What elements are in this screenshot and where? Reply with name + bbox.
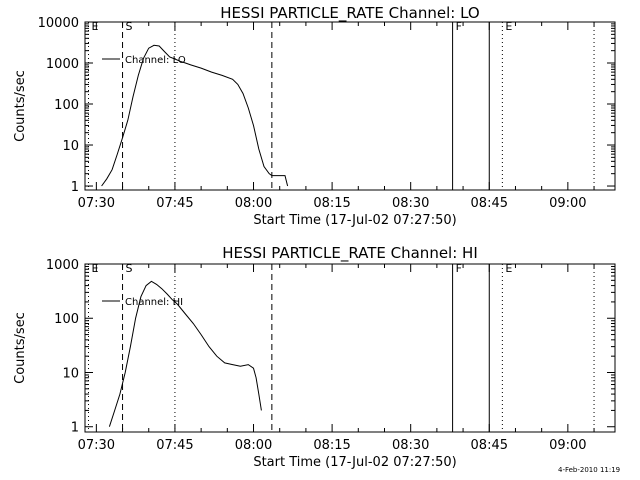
x-axis-label: Start Time (17-Jul-02 07:27:50): [253, 213, 456, 228]
y-axis-label: Counts/sec: [13, 70, 28, 142]
event-marker-label: F: [456, 20, 462, 33]
chart-title: HESSI PARTICLE_RATE Channel: LO: [220, 4, 479, 23]
legend-label: Channel: LO: [125, 55, 186, 66]
y-tick-label: 100: [54, 98, 79, 113]
x-tick-label: 08:45: [471, 438, 508, 453]
x-tick-label: 07:30: [78, 196, 115, 211]
timestamp-label: 4-Feb-2010 11:19: [558, 466, 621, 474]
x-tick-label: 08:00: [235, 196, 272, 211]
x-tick-label: 07:45: [156, 196, 193, 211]
y-tick-label: 1000: [46, 258, 79, 273]
event-marker-label: S: [126, 262, 133, 275]
y-tick-label: 100: [54, 312, 79, 327]
x-tick-label: 08:30: [392, 196, 429, 211]
y-tick-label: 1: [71, 180, 79, 195]
chart-panel-lo: HESSI PARTICLE_RATE Channel: LO 07:30 07:4…: [13, 4, 616, 228]
y-tick-label: 10: [62, 366, 79, 381]
x-tick-label: 08:45: [471, 196, 508, 211]
chart-panel-hi: HESSI PARTICLE_RATE Channel: HI 07:30 07:4…: [13, 244, 616, 470]
x-tick-label: 08:15: [313, 196, 350, 211]
event-marker-label: E: [91, 20, 98, 33]
event-marker-label: E: [91, 262, 98, 275]
y-tick-label: 10000: [38, 16, 79, 31]
y-tick-label: 10: [62, 139, 79, 154]
event-marker-label: E: [505, 262, 512, 275]
event-marker-label: S: [126, 20, 133, 33]
series-line: [101, 44, 289, 187]
event-marker-label: E: [505, 20, 512, 33]
series-line: [108, 280, 262, 427]
x-tick-label: 09:00: [549, 196, 586, 211]
x-tick-label: 07:45: [156, 438, 193, 453]
y-tick-label: 1000: [46, 57, 79, 72]
x-tick-label: 08:00: [235, 438, 272, 453]
event-marker-label: F: [456, 262, 462, 275]
plot-frame: [84, 21, 616, 191]
x-tick-label: 08:15: [313, 438, 350, 453]
x-tick-label: 07:30: [78, 438, 115, 453]
plot-frame: [84, 263, 616, 433]
x-tick-label: 09:00: [549, 438, 586, 453]
x-tick-label: 08:30: [392, 438, 429, 453]
chart-title: HESSI PARTICLE_RATE Channel: HI: [222, 244, 478, 263]
y-axis-label: Counts/sec: [13, 312, 28, 384]
legend-label: Channel: HI: [125, 297, 183, 308]
x-axis-label: Start Time (17-Jul-02 07:27:50): [253, 455, 456, 470]
y-tick-label: 1: [71, 421, 79, 436]
